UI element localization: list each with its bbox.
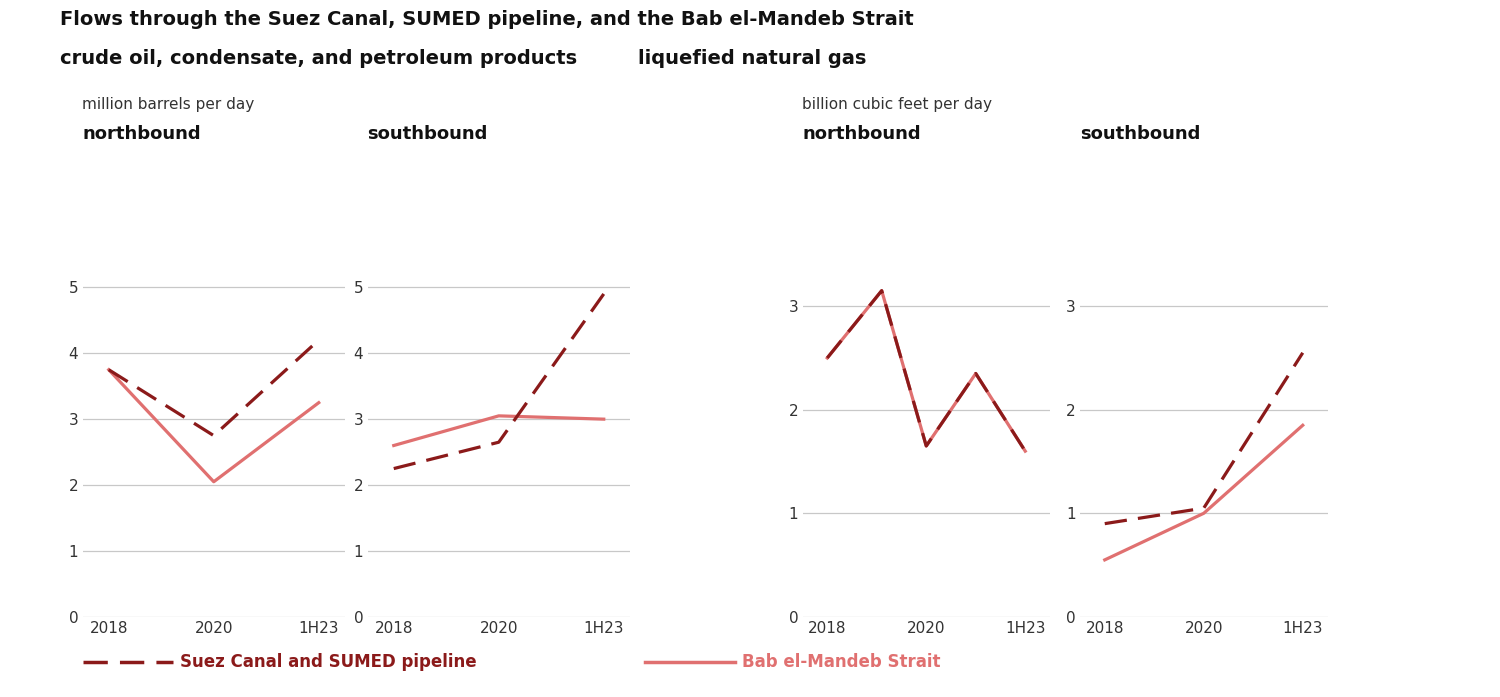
Text: Suez Canal and SUMED pipeline: Suez Canal and SUMED pipeline (180, 653, 477, 671)
Text: Flows through the Suez Canal, SUMED pipeline, and the Bab el-Mandeb Strait: Flows through the Suez Canal, SUMED pipe… (60, 10, 913, 29)
Text: Bab el-Mandeb Strait: Bab el-Mandeb Strait (742, 653, 940, 671)
Text: liquefied natural gas: liquefied natural gas (638, 49, 866, 68)
Text: northbound: northbound (802, 125, 921, 144)
Text: crude oil, condensate, and petroleum products: crude oil, condensate, and petroleum pro… (60, 49, 578, 68)
Text: billion cubic feet per day: billion cubic feet per day (802, 96, 993, 112)
Text: northbound: northbound (82, 125, 201, 144)
Text: million barrels per day: million barrels per day (82, 96, 255, 112)
Text: southbound: southbound (1080, 125, 1200, 144)
Text: southbound: southbound (368, 125, 488, 144)
